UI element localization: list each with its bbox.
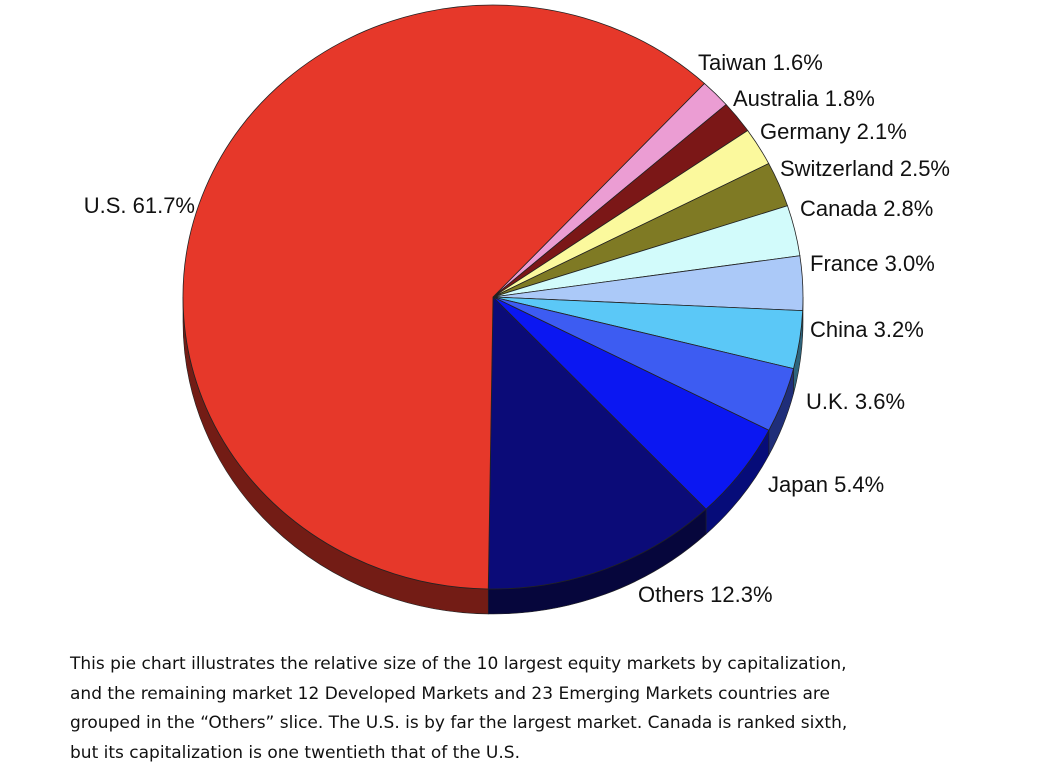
slice-value-label: 61.7%	[133, 193, 195, 218]
slice-label: China 3.2%	[810, 317, 924, 342]
slice-category: Taiwan	[698, 50, 766, 75]
slice-category: U.S.	[84, 193, 127, 218]
slice-value-label: 1.8%	[825, 86, 875, 111]
slice-label: U.K. 3.6%	[806, 389, 905, 414]
slice-value-label: 2.1%	[857, 119, 907, 144]
slice-category: Australia	[733, 86, 819, 111]
slice-label: Australia 1.8%	[733, 86, 875, 111]
slice-category: U.K.	[806, 389, 849, 414]
slice-label: U.S. 61.7%	[84, 193, 195, 218]
slice-value-label: 3.0%	[885, 251, 935, 276]
slice-value-label: 2.5%	[900, 156, 950, 181]
slice-category: France	[810, 251, 878, 276]
slice-value-label: 12.3%	[710, 582, 772, 607]
slice-category: Canada	[800, 196, 878, 221]
slice-label: Japan 5.4%	[768, 472, 884, 497]
slice-value-label: 1.6%	[773, 50, 823, 75]
slice-label: Switzerland 2.5%	[780, 156, 950, 181]
pie-slice	[182, 4, 706, 590]
pie-slice	[487, 296, 707, 590]
slice-value-label: 3.6%	[855, 389, 905, 414]
caption: This pie chart illustrates the relative …	[70, 650, 847, 768]
slice-category: Germany	[760, 119, 850, 144]
chart: Taiwan 1.6% Australia 1.8% Germany 2.1% Swi…	[84, 4, 950, 615]
caption-line: but its capitalization is one twentieth …	[70, 742, 520, 763]
slice-label: Germany 2.1%	[760, 119, 907, 144]
slice-value-label: 3.2%	[874, 317, 924, 342]
slice-category: Others	[638, 582, 704, 607]
caption-line: This pie chart illustrates the relative …	[70, 654, 847, 674]
slice-category: China	[810, 317, 868, 342]
slice-category: Japan	[768, 472, 828, 497]
slice-label: Taiwan 1.6%	[698, 50, 823, 75]
slice-label: Canada 2.8%	[800, 196, 933, 221]
caption-line: and the remaining market 12 Developed Ma…	[70, 683, 830, 704]
caption-line: grouped in the “Others” slice. The U.S. …	[70, 713, 848, 733]
slice-value-label: 5.4%	[834, 472, 884, 497]
slice-category: Switzerland	[780, 156, 894, 181]
slice-label: France 3.0%	[810, 251, 935, 276]
slice-label: Others 12.3%	[638, 582, 773, 607]
slice-value-label: 2.8%	[883, 196, 933, 221]
